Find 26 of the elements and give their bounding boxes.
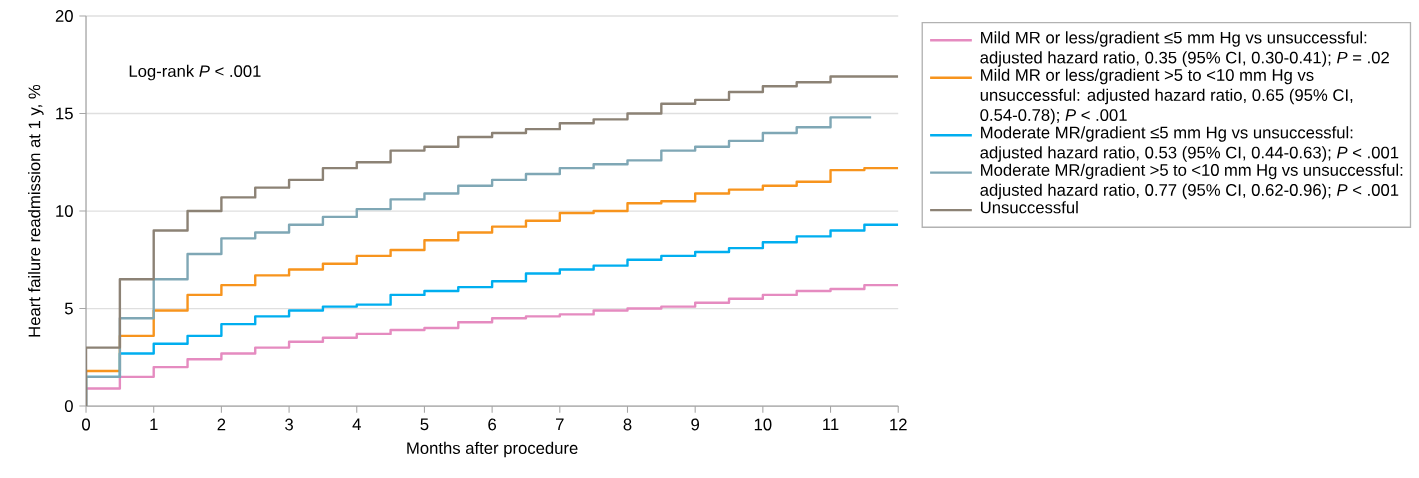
y-tick-label: 5 <box>64 302 73 315</box>
x-tick-label: 5 <box>420 418 429 431</box>
y-tick-label: 15 <box>56 107 73 120</box>
x-tick-label: 2 <box>217 418 226 431</box>
x-tick-label: 9 <box>691 418 700 431</box>
y-tick-label: 10 <box>56 205 73 217</box>
x-tick-label: 6 <box>488 418 497 431</box>
legend-label: Mild MR or less/gradient ≤5 mm Hg vs unsuccessful: adjusted hazard ratio, 0.35 (95% CI, 0.30-0.41); P = .02 <box>980 31 1389 67</box>
legend-label: Unsuccessful <box>980 201 1078 214</box>
y-tick-label: 0 <box>64 400 73 412</box>
legend-label: Moderate MR/gradient ≤5 mm Hg vs unsuccessful: adjusted hazard ratio, 0.53 (95% CI, 0.44-0.63); P < .001 <box>980 126 1399 162</box>
x-tick-label: 0 <box>82 418 91 431</box>
legend-label: Moderate MR/gradient >5 to <10 mm Hg vs unsuccessful: adjusted hazard ratio, 0.77 (95% CI, 0.62-0.96); P < .001 <box>980 163 1403 200</box>
x-tick-label: 4 <box>352 418 361 431</box>
x-tick-label: 8 <box>623 418 632 431</box>
x-tick-label: 11 <box>823 418 839 431</box>
x-tick-label: 7 <box>556 418 564 431</box>
x-tick-label: 10 <box>754 418 772 431</box>
y-tick-label: 20 <box>55 10 73 22</box>
legend-label: Mild MR or less/gradient >5 to <10 mm Hg vs unsuccessful: adjusted hazard ratio, 0.65 (95% CI, 0.54-0.78); P < .001 <box>980 68 1353 125</box>
y-axis-title: Heart failure readmission at 1 y, % <box>28 84 44 337</box>
x-tick-label: 3 <box>285 418 293 431</box>
x-tick-label: 12 <box>890 418 907 431</box>
x-axis-title: Months after procedure <box>407 441 578 458</box>
x-tick-label: 1 <box>150 418 158 431</box>
annotation: Log-rank P < .001 <box>129 64 261 81</box>
